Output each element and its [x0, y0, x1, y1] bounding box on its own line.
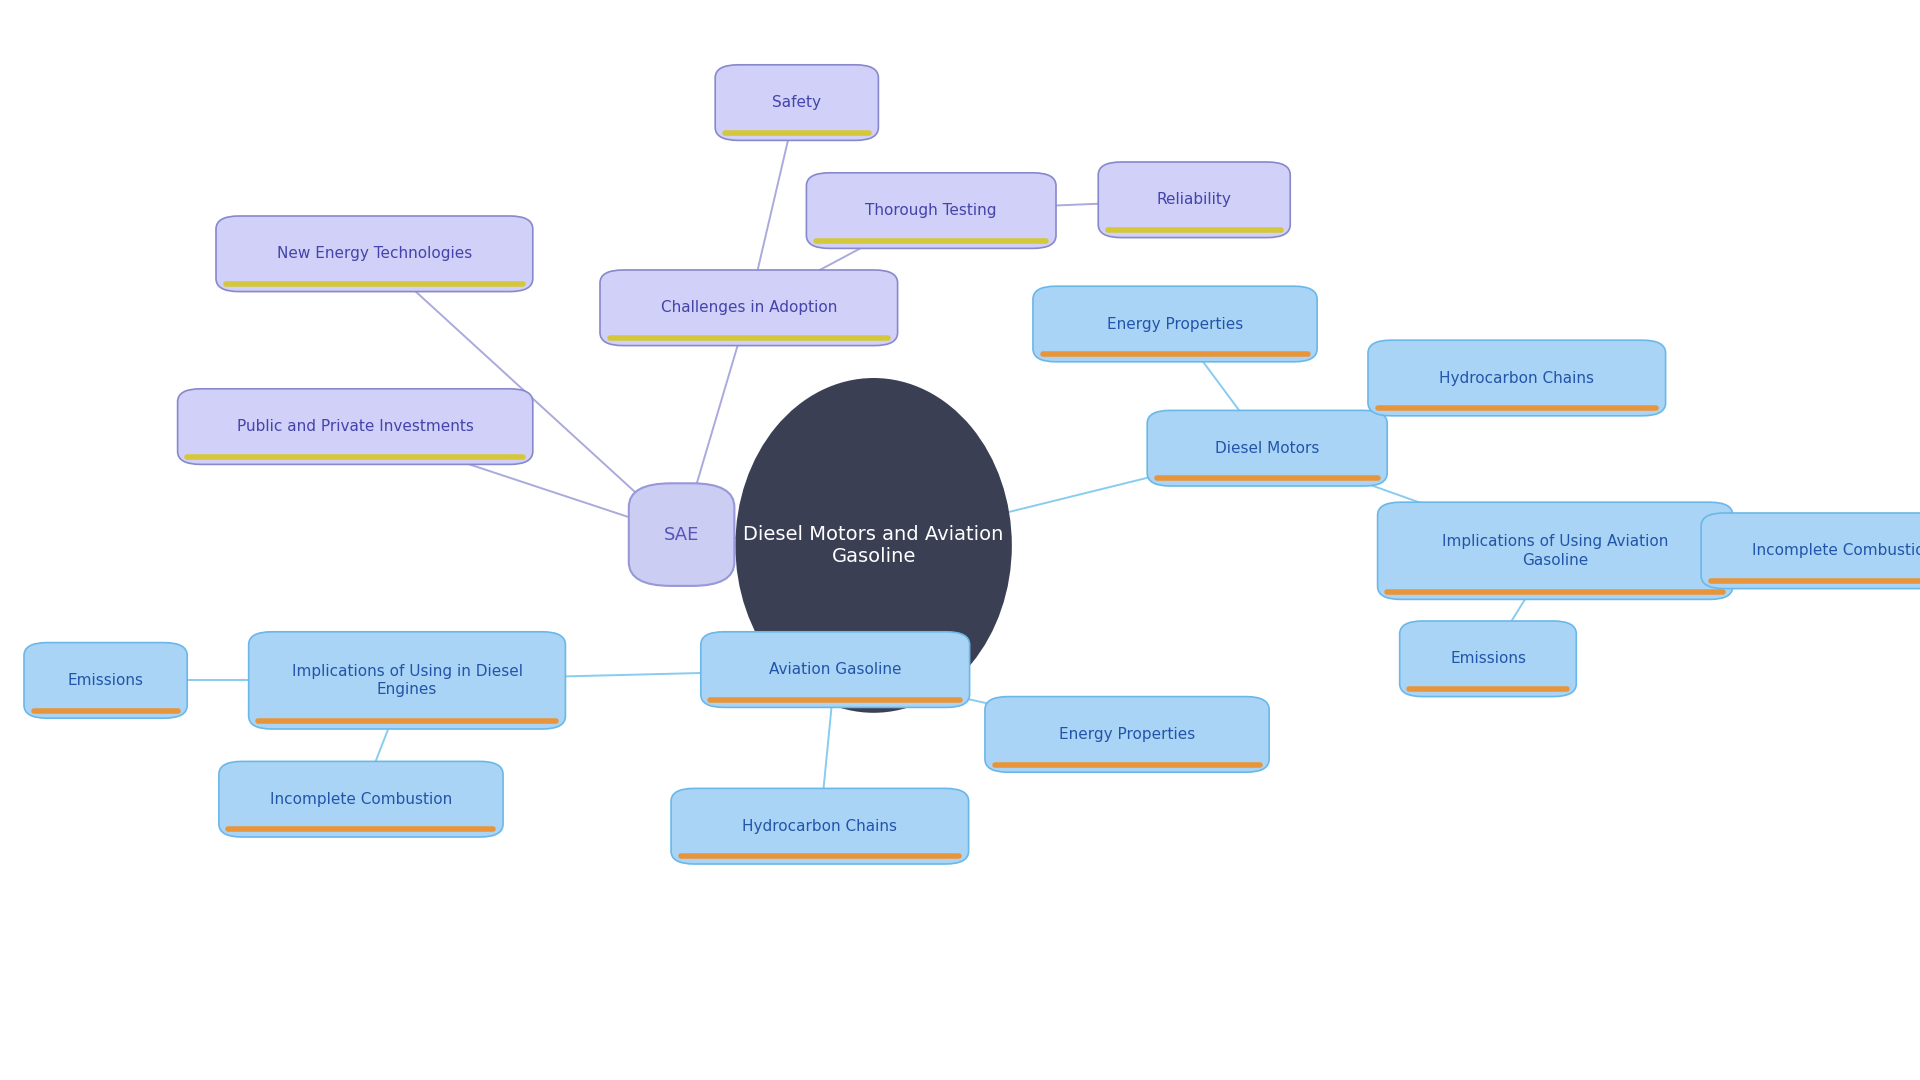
FancyBboxPatch shape [250, 632, 564, 729]
Text: Thorough Testing: Thorough Testing [866, 203, 996, 218]
Text: Energy Properties: Energy Properties [1060, 727, 1194, 742]
FancyBboxPatch shape [701, 632, 970, 707]
FancyBboxPatch shape [806, 173, 1056, 248]
Text: Incomplete Combustion: Incomplete Combustion [1753, 543, 1920, 558]
Text: New Energy Technologies: New Energy Technologies [276, 246, 472, 261]
Text: Public and Private Investments: Public and Private Investments [236, 419, 474, 434]
Text: Hydrocarbon Chains: Hydrocarbon Chains [743, 819, 897, 834]
FancyBboxPatch shape [599, 270, 899, 346]
Text: Diesel Motors and Aviation
Gasoline: Diesel Motors and Aviation Gasoline [743, 525, 1004, 566]
FancyBboxPatch shape [1148, 410, 1386, 486]
FancyBboxPatch shape [215, 216, 534, 292]
Text: SAE: SAE [664, 526, 699, 543]
Text: Aviation Gasoline: Aviation Gasoline [768, 662, 902, 677]
Text: Emissions: Emissions [67, 673, 144, 688]
FancyBboxPatch shape [1400, 621, 1576, 697]
FancyBboxPatch shape [672, 788, 968, 864]
Text: Energy Properties: Energy Properties [1108, 316, 1242, 332]
Text: Challenges in Adoption: Challenges in Adoption [660, 300, 837, 315]
FancyBboxPatch shape [23, 643, 188, 718]
Text: Hydrocarbon Chains: Hydrocarbon Chains [1440, 370, 1594, 386]
FancyBboxPatch shape [1379, 502, 1734, 599]
Text: Implications of Using Aviation
Gasoline: Implications of Using Aviation Gasoline [1442, 534, 1668, 568]
Text: Emissions: Emissions [1450, 651, 1526, 666]
FancyBboxPatch shape [628, 483, 733, 585]
FancyBboxPatch shape [1033, 286, 1317, 362]
Text: Safety: Safety [772, 95, 822, 110]
FancyBboxPatch shape [1701, 513, 1920, 589]
FancyBboxPatch shape [985, 697, 1269, 772]
FancyBboxPatch shape [714, 65, 879, 140]
FancyBboxPatch shape [219, 761, 503, 837]
FancyBboxPatch shape [1098, 162, 1290, 238]
Text: Incomplete Combustion: Incomplete Combustion [271, 792, 451, 807]
Ellipse shape [735, 378, 1012, 713]
Text: Diesel Motors: Diesel Motors [1215, 441, 1319, 456]
Text: Reliability: Reliability [1158, 192, 1231, 207]
FancyBboxPatch shape [1367, 340, 1667, 416]
Text: Implications of Using in Diesel
Engines: Implications of Using in Diesel Engines [292, 663, 522, 698]
FancyBboxPatch shape [177, 389, 532, 464]
